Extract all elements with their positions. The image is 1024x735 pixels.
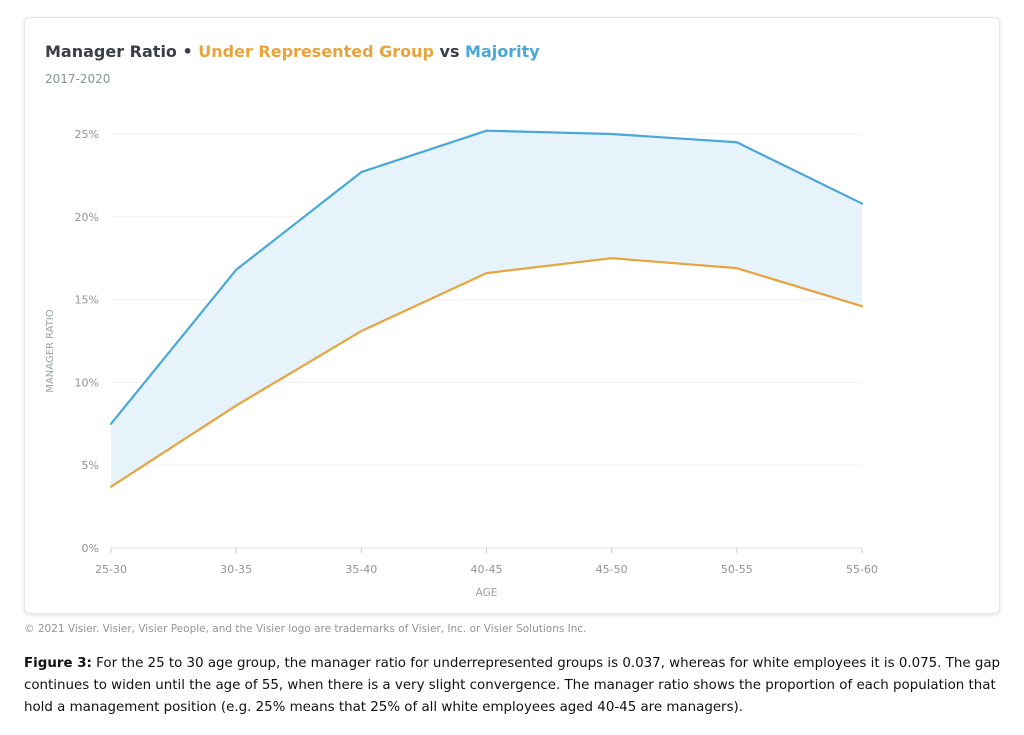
figure-caption: Figure 3: For the 25 to 30 age group, th… <box>24 653 1004 719</box>
x-tick-label: 55-60 <box>846 563 878 576</box>
x-tick-label: 30-35 <box>220 563 252 576</box>
caption-label: Figure 3: <box>24 656 92 671</box>
y-tick-label: 15% <box>75 294 99 307</box>
title-connector: vs <box>433 42 466 61</box>
series-line-under-represented <box>109 257 864 488</box>
chart-card: Manager Ratio • Under Represented Group … <box>24 17 1000 614</box>
chart-subtitle: 2017-2020 <box>45 72 111 86</box>
y-tick-label: 0% <box>82 542 99 555</box>
gap-area <box>111 130 862 487</box>
y-tick-label: 25% <box>75 128 99 141</box>
chart-title: Manager Ratio • Under Represented Group … <box>45 42 540 61</box>
copyright-notice: © 2021 Visier. Visier, Visier People, an… <box>24 623 587 635</box>
caption-text: For the 25 to 30 age group, the manager … <box>24 656 1001 715</box>
y-axis-label: MANAGER RATIO <box>45 309 56 392</box>
x-tick-label: 50-55 <box>721 563 753 576</box>
x-tick-label: 25-30 <box>95 563 127 576</box>
series-line-majority <box>109 129 864 425</box>
title-majority-label: Majority <box>465 42 540 61</box>
x-axis-label: AGE <box>476 587 498 599</box>
y-tick-label: 5% <box>82 459 99 472</box>
line-chart: 0% 5% 10% 15% 20% 25% 25-30 30-35 35-40 40-45 45-5… <box>45 128 878 599</box>
y-tick-label: 10% <box>75 376 99 389</box>
title-urg-label: Under Represented Group <box>198 42 434 61</box>
y-tick-label: 20% <box>75 211 99 224</box>
x-tick-label: 35-40 <box>345 563 377 576</box>
x-tick-label: 40-45 <box>471 563 503 576</box>
title-prefix: Manager Ratio • <box>45 42 199 61</box>
x-tick-label: 45-50 <box>596 563 628 576</box>
